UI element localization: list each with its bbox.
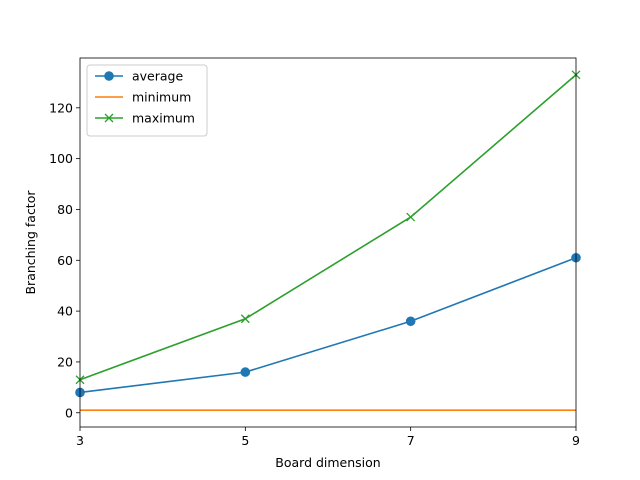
y-tick-label: 60 bbox=[57, 253, 73, 268]
data-point bbox=[240, 367, 251, 377]
legend-item-average: average bbox=[95, 69, 183, 84]
x-tick-label: 9 bbox=[572, 433, 580, 448]
legend-item-maximum: maximum bbox=[95, 111, 195, 126]
y-tick-label: 20 bbox=[57, 354, 73, 369]
y-tick-label: 0 bbox=[65, 405, 73, 420]
y-tick-label: 40 bbox=[57, 304, 73, 319]
legend-label: maximum bbox=[132, 111, 195, 126]
data-point bbox=[240, 314, 250, 324]
data-point bbox=[406, 212, 416, 222]
x-tick-label: 7 bbox=[407, 433, 415, 448]
x-tick-label: 5 bbox=[241, 433, 249, 448]
legend: average minimum maximum bbox=[86, 64, 208, 137]
data-point bbox=[405, 316, 416, 327]
legend-label: minimum bbox=[132, 90, 191, 105]
legend-label: average bbox=[132, 69, 183, 84]
y-tick-label: 80 bbox=[57, 202, 73, 217]
y-axis-label: Branching factor bbox=[23, 190, 38, 295]
x-axis-label: Board dimension bbox=[275, 455, 380, 470]
y-axis-ticks: 0 20 40 60 80 100 120 bbox=[49, 100, 80, 420]
y-tick-label: 100 bbox=[49, 151, 73, 166]
series-line bbox=[79, 74, 577, 381]
plot-area bbox=[75, 70, 581, 412]
data-point bbox=[104, 71, 114, 81]
data-point bbox=[104, 113, 114, 123]
series-line bbox=[79, 257, 577, 394]
legend-item-minimum: minimum bbox=[95, 90, 191, 105]
axes-frame bbox=[79, 57, 577, 428]
x-axis-ticks: 3 5 7 9 bbox=[76, 427, 580, 448]
series-average bbox=[75, 252, 581, 398]
y-tick-label: 120 bbox=[49, 100, 73, 115]
x-tick-label: 3 bbox=[76, 433, 84, 448]
